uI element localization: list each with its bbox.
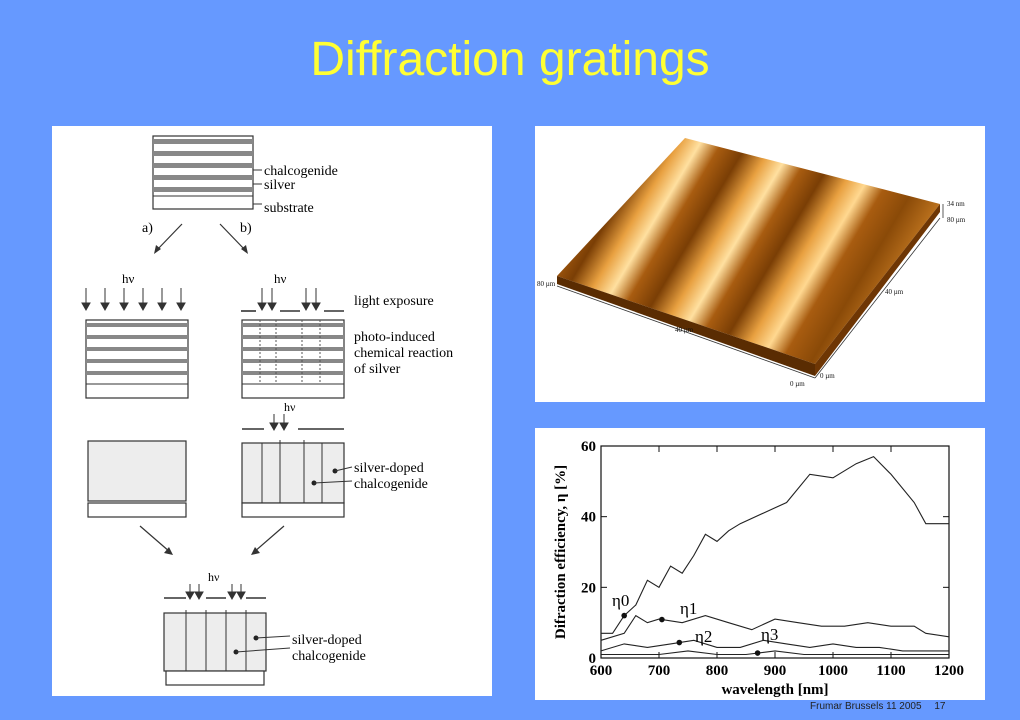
- x-tick-label: 800: [706, 663, 729, 679]
- afm-axes: [556, 204, 944, 379]
- step-label-reaction-1: photo-induced: [354, 330, 435, 345]
- process-diagram-panel: chalcogenide silver substrate a) b) hν h…: [52, 126, 492, 696]
- y-tick-label: 40: [581, 510, 596, 526]
- y-tick-label: 60: [581, 439, 596, 455]
- doped-block-a: [87, 440, 187, 518]
- series-marker-eta3: [754, 650, 761, 656]
- slide-title: Diffraction gratings: [310, 33, 710, 86]
- step-label-final-2: chalcogenide: [292, 649, 366, 664]
- afm-side-edge: [815, 204, 940, 376]
- footer-text: Frumar Brussels 11 2005: [810, 701, 922, 712]
- exposed-stack-b: [241, 319, 345, 399]
- layer-label-silver: silver: [264, 178, 295, 193]
- x-tick-label: 1000: [818, 663, 848, 679]
- layer-label-chalcogenide: chalcogenide: [264, 164, 338, 179]
- series-label-eta1: η1: [680, 599, 697, 618]
- hv-label-a: hν: [122, 271, 135, 286]
- afm-label-y-zero: 0 µm: [820, 372, 835, 380]
- afm-label-x-zero: 0 µm: [790, 380, 805, 388]
- efficiency-chart-panel: 600 700 800 900 1000 1100 1200 0 20 40 60 wavelen…: [535, 428, 985, 700]
- x-tick-label: 1200: [934, 663, 964, 679]
- final-exposure-arrows: [164, 584, 266, 601]
- series-line-eta1: [600, 614, 950, 641]
- series-line-eta2: [600, 639, 949, 652]
- series-label-eta2: η2: [695, 627, 712, 646]
- hv-label-step3: hν: [284, 400, 296, 414]
- x-tick-label: 900: [764, 663, 787, 679]
- process-diagram: chalcogenide silver substrate a) b) hν h…: [81, 135, 453, 686]
- arrow-converge-left: [139, 525, 171, 553]
- chart-y-axis-label: Difraction efficiency, η [%]: [553, 465, 569, 639]
- y-tick-label: 20: [581, 580, 596, 596]
- afm-label-x-mid: 40 µm: [675, 326, 694, 334]
- masked-exposure-arrows: [241, 288, 344, 312]
- step-label-final-1: silver-doped: [292, 633, 362, 648]
- arrow-a: [155, 223, 183, 252]
- chart-x-axis-label: wavelength [nm]: [721, 682, 828, 698]
- series-label-eta0: η0: [612, 591, 629, 610]
- afm-label-y-mid: 40 µm: [885, 288, 904, 296]
- series-marker-eta1: [659, 616, 665, 623]
- branch-label-b: b): [240, 221, 252, 236]
- x-tick-label: 1100: [876, 663, 905, 679]
- initial-layer-stack: [152, 135, 254, 210]
- step-label-reaction-2: chemical reaction: [354, 346, 453, 361]
- afm-label-height: 34 nm: [947, 200, 965, 208]
- arrow-b: [219, 223, 247, 252]
- hv-label-final: hν: [208, 570, 220, 584]
- afm-label-y-max: 80 µm: [947, 216, 966, 224]
- x-tick-label: 600: [590, 663, 613, 679]
- afm-surface-image: 34 nm 80 µm 80 µm 40 µm 40 µm 0 µm 0 µm: [537, 138, 966, 388]
- doped-block-b: [241, 440, 345, 518]
- afm-image-panel: 34 nm 80 µm 80 µm 40 µm 40 µm 0 µm 0 µm: [535, 126, 985, 402]
- series-line-eta0: [601, 455, 949, 634]
- arrow-converge-right: [253, 525, 285, 553]
- slide-footer: Frumar Brussels 11 2005 17: [800, 701, 945, 712]
- x-tick-label: 700: [648, 663, 671, 679]
- layer-label-substrate: substrate: [264, 201, 314, 216]
- afm-label-x-max: 80 µm: [537, 280, 556, 288]
- final-grating-block: [163, 610, 267, 686]
- flood-exposure-arrows: [81, 288, 186, 312]
- hv-label-b: hν: [274, 271, 287, 286]
- y-tick-label: 0: [589, 651, 597, 667]
- exposed-stack-a: [85, 319, 189, 399]
- series-line-eta3: [601, 650, 949, 656]
- series-marker-eta2: [676, 639, 683, 646]
- step3-exposure-arrows: [242, 414, 344, 432]
- step-label-reaction-3: of silver: [354, 362, 401, 377]
- page-number: 17: [934, 701, 946, 712]
- step-label-doped-1: silver-doped: [354, 461, 424, 476]
- branch-label-a: a): [142, 221, 153, 236]
- efficiency-chart: 600 700 800 900 1000 1100 1200 0 20 40 60 wavelen…: [553, 439, 964, 698]
- series-label-eta3: η3: [761, 625, 778, 644]
- step-label-light-exposure: light exposure: [354, 294, 434, 309]
- afm-front-edge: [557, 276, 815, 376]
- step-label-doped-2: chalcogenide: [354, 477, 428, 492]
- series-marker-eta0: [621, 612, 627, 619]
- afm-grating-surface: [557, 138, 940, 364]
